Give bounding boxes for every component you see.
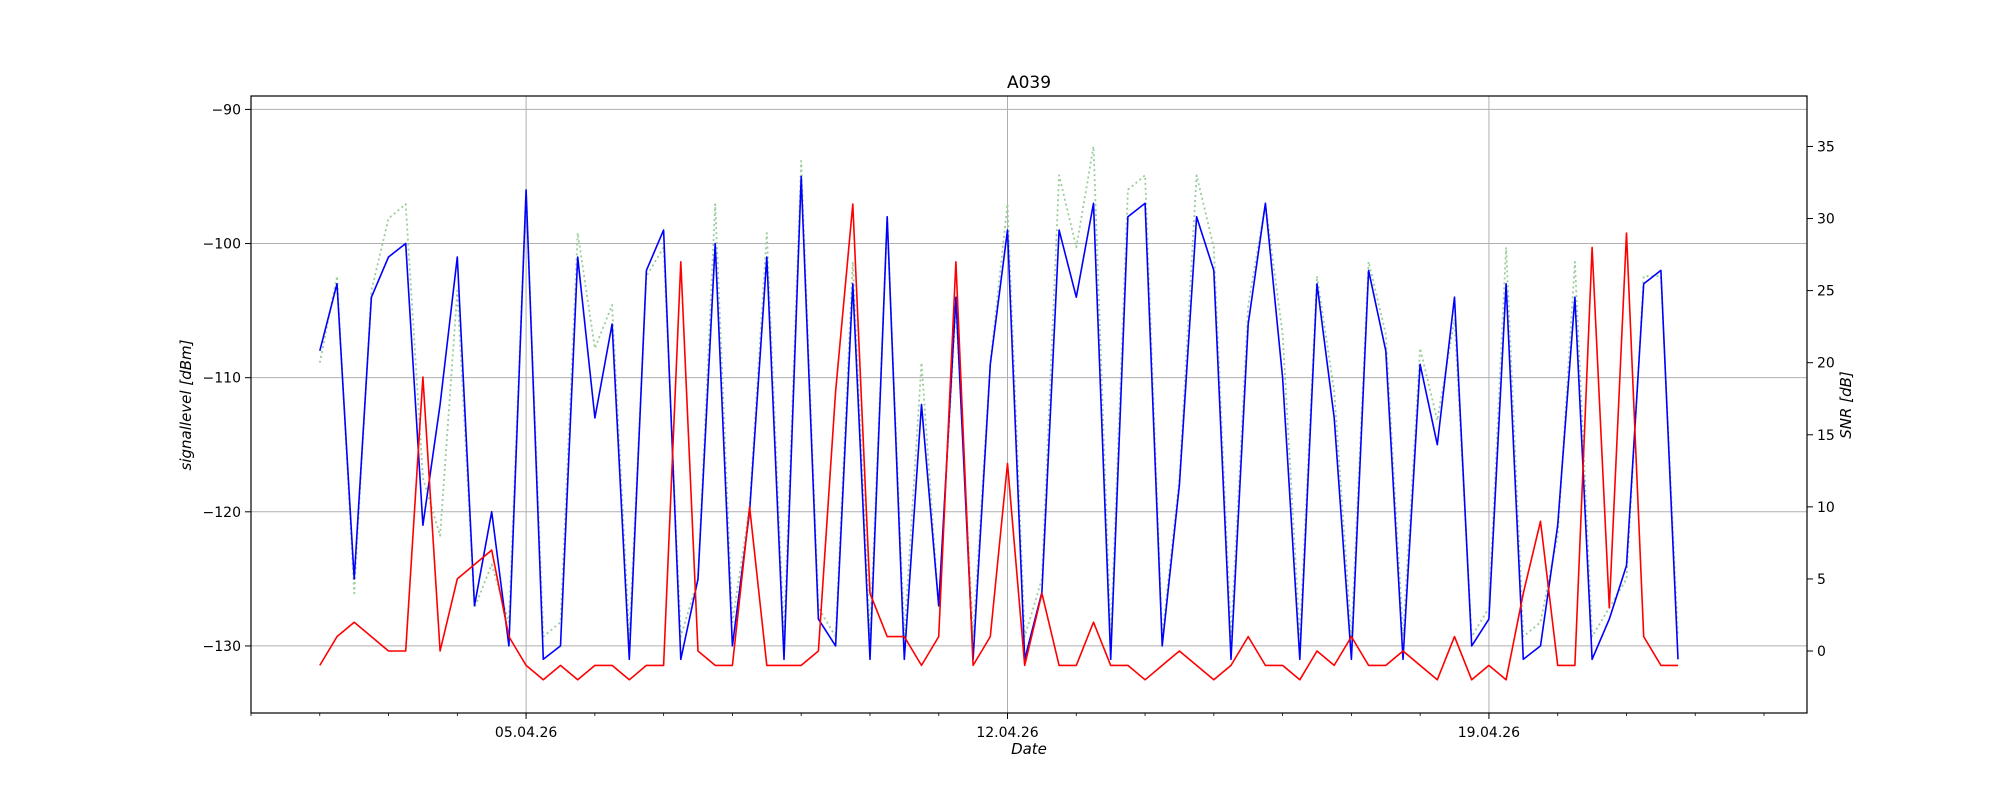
x-axis: 05.04.26 12.04.26 19.04.26: [250, 713, 1765, 741]
y-left-tick-label: −120: [203, 505, 241, 521]
y-right-tick-label: 25: [1817, 284, 1835, 300]
series-layer: [318, 145, 1679, 681]
y-right-tick-label: 10: [1817, 500, 1835, 516]
y-right-tick-label: 0: [1817, 644, 1826, 660]
y-axis-right-title: SNR [dB]: [1837, 371, 1855, 439]
series-line: [319, 175, 1679, 661]
snr-series: [319, 203, 1679, 681]
y-right-tick-label: 15: [1817, 428, 1835, 444]
signallevel-series: [319, 175, 1679, 661]
chart-title: A039: [1007, 73, 1051, 93]
y-left-tick-label: −90: [211, 102, 241, 118]
y-axis-right: 0 5 10 15 20 25 30 35: [1807, 139, 1835, 660]
y-right-tick-label: 30: [1817, 212, 1835, 228]
grid-lines: [251, 96, 1807, 713]
x-tick-label: 05.04.26: [495, 725, 557, 741]
y-right-tick-label: 5: [1817, 572, 1826, 588]
y-left-tick-label: −110: [203, 371, 241, 387]
y-right-tick-label: 20: [1817, 356, 1835, 372]
x-tick-label: 12.04.26: [976, 725, 1038, 741]
y-left-tick-label: −130: [203, 639, 241, 655]
y-left-tick-label: −100: [203, 237, 241, 253]
y-axis-left-title: signallevel [dBm]: [177, 339, 195, 470]
plot-frame: [250, 95, 1808, 714]
x-axis-title: Date: [1011, 740, 1047, 758]
y-axis-left: −90 −100 −110 −120 −130: [203, 102, 251, 655]
y-right-tick-label: 35: [1817, 139, 1835, 155]
series-line: [319, 203, 1678, 681]
x-tick-label: 19.04.26: [1458, 725, 1520, 741]
